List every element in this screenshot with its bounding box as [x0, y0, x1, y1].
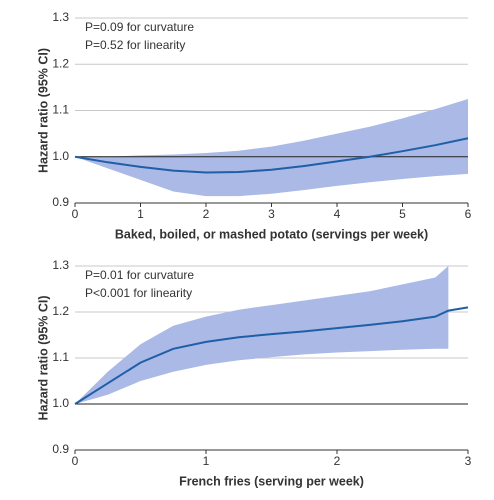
x-tick-label: 1 — [203, 454, 210, 468]
x-tick-label: 1 — [137, 207, 144, 221]
curve — [74, 137, 469, 174]
annotation: P<0.001 for linearity — [85, 286, 192, 300]
x-axis-label: French fries (serving per week) — [179, 474, 364, 488]
annotation: P=0.09 for curvature — [85, 20, 194, 34]
ci-band — [75, 98, 468, 197]
y-tick-label: 1.0 — [52, 149, 69, 163]
y-tick-label: 1.1 — [52, 103, 69, 117]
y-tick-label: 0.9 — [52, 442, 69, 456]
x-tick-label: 3 — [268, 207, 275, 221]
x-tick-label: 0 — [72, 454, 79, 468]
x-tick-label: 6 — [465, 207, 472, 221]
y-axis-label: Hazard ratio (95% CI) — [36, 48, 50, 173]
y-tick-label: 1.0 — [52, 396, 69, 410]
x-tick-label: 4 — [334, 207, 341, 221]
y-tick-label: 1.2 — [52, 56, 69, 70]
x-axis-label: Baked, boiled, or mashed potato (serving… — [115, 227, 428, 241]
y-tick-label: 1.3 — [52, 10, 69, 24]
y-tick-label: 1.3 — [52, 258, 69, 272]
x-tick-label: 0 — [72, 207, 79, 221]
y-tick-label: 0.9 — [52, 195, 69, 209]
x-tick-label: 5 — [399, 207, 406, 221]
curve — [74, 306, 469, 405]
y-axis-label: Hazard ratio (95% CI) — [36, 295, 50, 420]
x-tick-label: 2 — [203, 207, 210, 221]
x-tick-label: 3 — [465, 454, 472, 468]
annotation: P=0.01 for curvature — [85, 268, 194, 282]
annotation: P=0.52 for linearity — [85, 38, 185, 52]
x-tick-label: 2 — [334, 454, 341, 468]
y-tick-label: 1.1 — [52, 350, 69, 364]
y-tick-label: 1.2 — [52, 304, 69, 318]
